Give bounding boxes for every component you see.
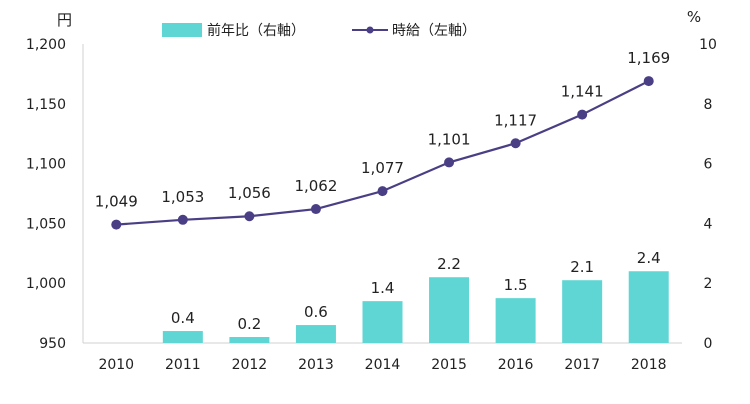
axes: 950 1,000 1,050 1,100 1,150 1,200 0 2 4 6 8 10 2010 2… (26, 37, 717, 373)
line-data-label: 1,169 (627, 49, 670, 67)
line-data-label: 1,049 (95, 193, 138, 211)
line-data-label: 1,141 (561, 83, 604, 101)
left-tick-label: 1,000 (26, 276, 66, 292)
x-tick-label: 2017 (564, 357, 600, 373)
line-data-label: 1,056 (228, 184, 271, 202)
bar (162, 331, 203, 343)
bar (429, 277, 470, 343)
left-tick-label: 950 (39, 336, 66, 352)
data-labels: 0.4 0.2 0.6 1.4 2.2 1.5 2.1 2.4 1,049 1,053 1,056 1… (95, 49, 670, 333)
line-point (377, 186, 388, 197)
bar (495, 298, 536, 343)
bar-data-label: 0.6 (304, 303, 328, 321)
bar-data-label: 2.1 (570, 258, 594, 276)
x-tick-label: 2011 (165, 357, 201, 373)
right-tick-label: 4 (704, 216, 713, 232)
left-tick-label: 1,200 (26, 37, 66, 53)
legend-bar-swatch (162, 23, 202, 37)
bar-data-label: 2.4 (637, 249, 661, 267)
left-axis-unit: 円 (57, 11, 72, 29)
x-tick-label: 2014 (365, 357, 401, 373)
legend: 前年比（右軸） 時給（左軸） (162, 22, 476, 39)
bar-data-label: 0.4 (171, 309, 195, 327)
line-point (577, 109, 588, 120)
line-point (643, 76, 654, 87)
bar (295, 325, 336, 343)
line-data-label: 1,062 (294, 177, 337, 195)
x-tick-label: 2012 (232, 357, 268, 373)
line-data-label: 1,053 (161, 188, 204, 206)
bar (628, 271, 669, 343)
line-series (111, 76, 654, 230)
line-point (177, 214, 188, 225)
right-tick-label: 6 (704, 157, 713, 173)
bar (362, 301, 403, 343)
line-point (111, 219, 122, 230)
x-tick-label: 2016 (498, 357, 534, 373)
left-tick-label: 1,100 (26, 157, 66, 173)
bar-data-label: 2.2 (437, 255, 461, 273)
line-point (510, 138, 521, 149)
legend-line-label: 時給（左軸） (392, 23, 476, 39)
right-tick-label: 0 (704, 336, 713, 352)
bar-data-label: 1.5 (504, 276, 528, 294)
line-point (244, 211, 255, 222)
legend-bar-label: 前年比（右軸） (207, 22, 305, 39)
line-point (310, 204, 321, 215)
left-tick-label: 1,050 (26, 216, 66, 232)
line-data-label: 1,117 (494, 111, 537, 129)
bar-series (162, 271, 669, 343)
right-axis-unit: % (687, 8, 701, 26)
x-tick-label: 2010 (98, 357, 134, 373)
left-tick-label: 1,150 (26, 97, 66, 113)
right-tick-label: 10 (699, 37, 717, 53)
right-tick-label: 8 (704, 97, 713, 113)
x-tick-label: 2018 (631, 357, 667, 373)
bar (562, 280, 603, 343)
right-tick-label: 2 (704, 276, 713, 292)
bar (229, 337, 270, 343)
legend-line-marker (366, 26, 374, 34)
bar-data-label: 1.4 (371, 279, 395, 297)
line-data-label: 1,077 (361, 159, 404, 177)
bar-data-label: 0.2 (237, 315, 261, 333)
line-point (444, 157, 455, 168)
x-tick-label: 2015 (431, 357, 467, 373)
x-tick-label: 2013 (298, 357, 334, 373)
line-data-label: 1,101 (428, 130, 471, 148)
